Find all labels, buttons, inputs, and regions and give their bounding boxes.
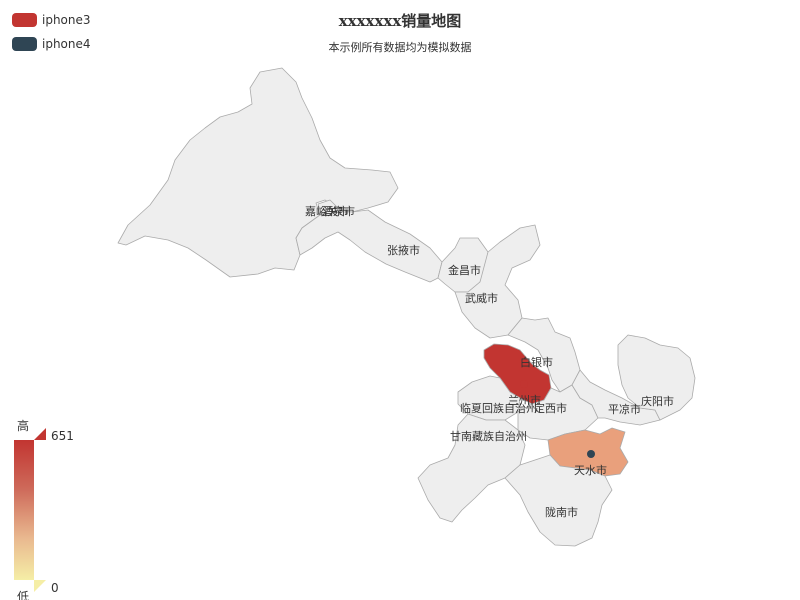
label-longnan: 陇南市 xyxy=(545,505,578,519)
label-lanzhou: 兰州市 xyxy=(508,393,541,407)
point-tianshui[interactable] xyxy=(587,450,595,458)
region-zhangye[interactable] xyxy=(295,209,443,283)
legend-swatch xyxy=(12,13,37,27)
label-dingxi: 定西市 xyxy=(534,401,567,415)
label-wuwei: 武威市 xyxy=(465,291,498,305)
label-jiayuguan: 嘉峪关市 xyxy=(305,204,349,218)
legend-item-iphone4[interactable]: iphone4 xyxy=(12,36,91,52)
visualmap-gradient-bar[interactable] xyxy=(14,440,34,580)
label-jiuquan: 酒泉市 xyxy=(322,204,355,218)
visualmap-top-handle-icon[interactable] xyxy=(34,428,46,440)
legend-item-iphone3[interactable]: iphone3 xyxy=(12,12,91,28)
label-pingliang: 平凉市 xyxy=(608,402,641,416)
label-baiyin: 白银市 xyxy=(520,355,553,369)
label-qingyang: 庆阳市 xyxy=(641,394,674,408)
label-gannan: 甘南藏族自治州 xyxy=(450,429,527,443)
label-zhangye: 张掖市 xyxy=(387,243,420,257)
visualmap-high-label: 高 xyxy=(17,419,30,433)
visualmap-max-value: 651 xyxy=(51,429,74,443)
label-jinchang: 金昌市 xyxy=(448,263,481,277)
region-wuwei[interactable] xyxy=(454,224,541,339)
region-jiayuguan[interactable] xyxy=(317,199,339,217)
chart-title: xxxxxxx销量地图 xyxy=(338,12,462,30)
legend-swatch xyxy=(12,37,37,51)
label-tianshui: 天水市 xyxy=(574,463,607,477)
visualmap-bottom-handle-icon[interactable] xyxy=(34,580,46,592)
legend-label: iphone4 xyxy=(42,37,91,51)
region-qingyang[interactable] xyxy=(617,334,696,421)
region-gannan[interactable] xyxy=(417,413,526,523)
region-longnan[interactable] xyxy=(504,454,613,547)
label-linxia: 临夏回族自治州 xyxy=(460,401,537,415)
region-jiuquan[interactable] xyxy=(117,67,399,278)
region-pingliang[interactable] xyxy=(571,369,661,426)
region-linxia[interactable] xyxy=(457,375,521,421)
chart-subtitle: 本示例所有数据均为模拟数据 xyxy=(328,41,472,54)
visualmap-min-value: 0 xyxy=(51,581,59,595)
point-lanzhou[interactable] xyxy=(520,380,528,388)
legend: iphone3 iphone4 xyxy=(12,12,91,60)
visualmap-low-label: 低 xyxy=(17,590,30,600)
legend-label: iphone3 xyxy=(42,13,91,27)
